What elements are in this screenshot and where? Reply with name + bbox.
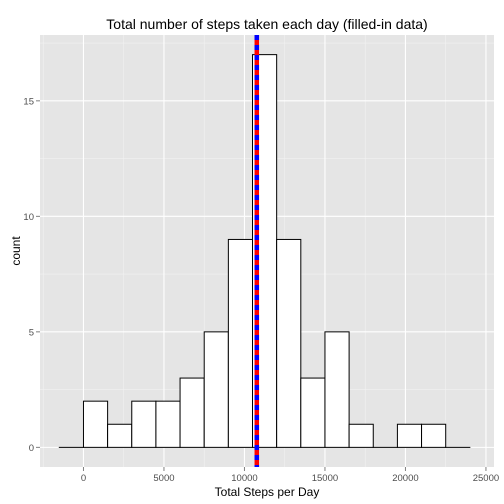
y-axis: 0 5 10 15 [23, 96, 40, 454]
histogram-bar-12 [348, 423, 374, 448]
histogram-bar-1 [82, 400, 109, 448]
y-tick-label: 5 [29, 327, 34, 338]
x-tick-label: 0 [81, 473, 86, 484]
histogram-bar-6 [203, 331, 229, 448]
chart-title: Total number of steps taken each day (fi… [106, 16, 427, 32]
x-tick-label: 25000 [473, 473, 499, 484]
y-tick-label: 10 [23, 212, 34, 223]
histogram-bar-5 [179, 377, 205, 448]
y-tick-label: 0 [29, 443, 34, 454]
histogram-bar-11 [324, 331, 350, 448]
y-axis-title: count [9, 236, 23, 266]
histogram-bar-3 [131, 400, 157, 448]
histogram-bar-15 [421, 423, 447, 448]
y-tick-label: 15 [23, 96, 34, 107]
histogram-bar-4 [155, 400, 181, 448]
x-axis-title: Total Steps per Day [215, 485, 320, 499]
x-axis: 0 5000 10000 15000 20000 25000 [81, 467, 499, 484]
histogram-bar-9 [276, 238, 302, 448]
grid-lines [40, 35, 494, 467]
bars [58, 54, 471, 448]
x-tick-label: 5000 [153, 473, 174, 484]
histogram-bar-2 [107, 423, 133, 448]
x-tick-label: 15000 [312, 473, 338, 484]
histogram-bar-14 [396, 423, 423, 448]
histogram-bar-10 [300, 377, 326, 448]
x-tick-label: 20000 [392, 473, 418, 484]
x-tick-label: 10000 [231, 473, 257, 484]
histogram-bar-7 [227, 238, 254, 448]
